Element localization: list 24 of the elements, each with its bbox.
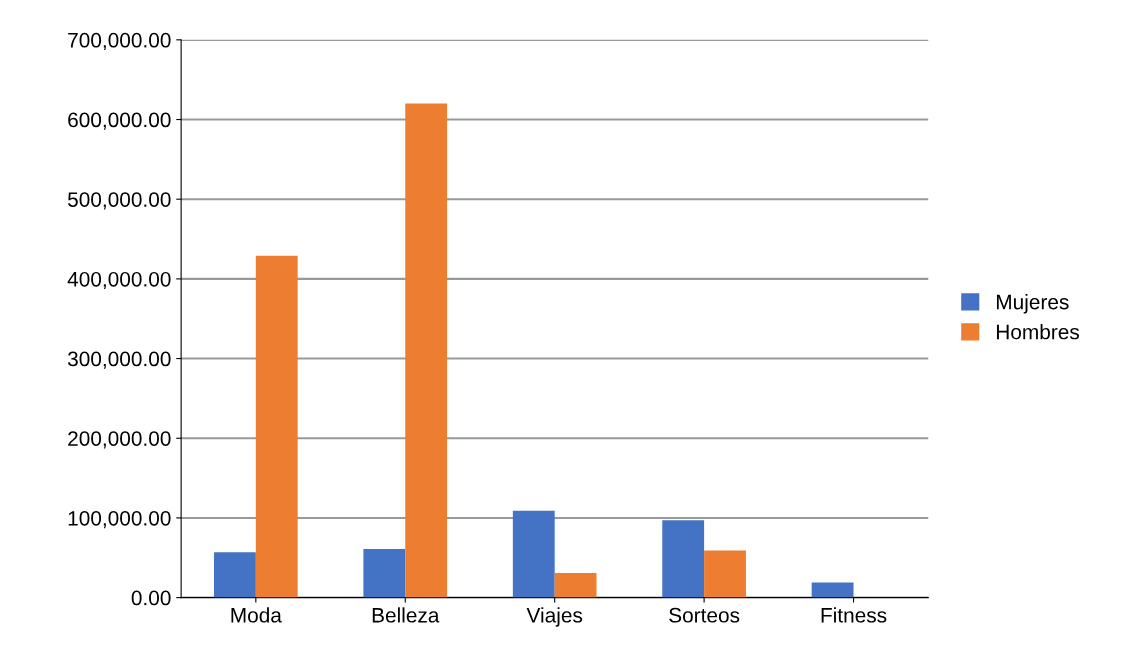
bar [512, 510, 555, 598]
y-tick-label: 600,000.00 [68, 112, 171, 130]
bar [405, 103, 448, 598]
y-tick-label: 700,000.00 [68, 32, 171, 51]
y-tick-label: 0.00 [131, 590, 171, 606]
x-tick-label: Sorteos [669, 607, 740, 623]
legend-label: Hombres [996, 324, 1080, 340]
bar [363, 549, 406, 598]
x-tick-label: Moda [231, 607, 282, 623]
legend-label: Mujeres [996, 294, 1069, 314]
y-tick-label: 100,000.00 [68, 510, 171, 529]
bar [255, 255, 298, 598]
x-tick-label: Belleza [372, 607, 440, 623]
bar [811, 582, 854, 598]
bar [662, 520, 705, 598]
y-tick-label: 200,000.00 [68, 431, 171, 449]
x-tick-label: Fitness [821, 607, 887, 623]
y-tick-label: 500,000.00 [67, 192, 171, 210]
x-tick-label: Viajes [526, 607, 583, 627]
y-tick-label: 400,000.00 [67, 271, 171, 290]
bar [704, 550, 746, 598]
y-tick-label: 300,000.00 [67, 351, 171, 369]
bar [213, 552, 256, 598]
bar [554, 572, 597, 598]
